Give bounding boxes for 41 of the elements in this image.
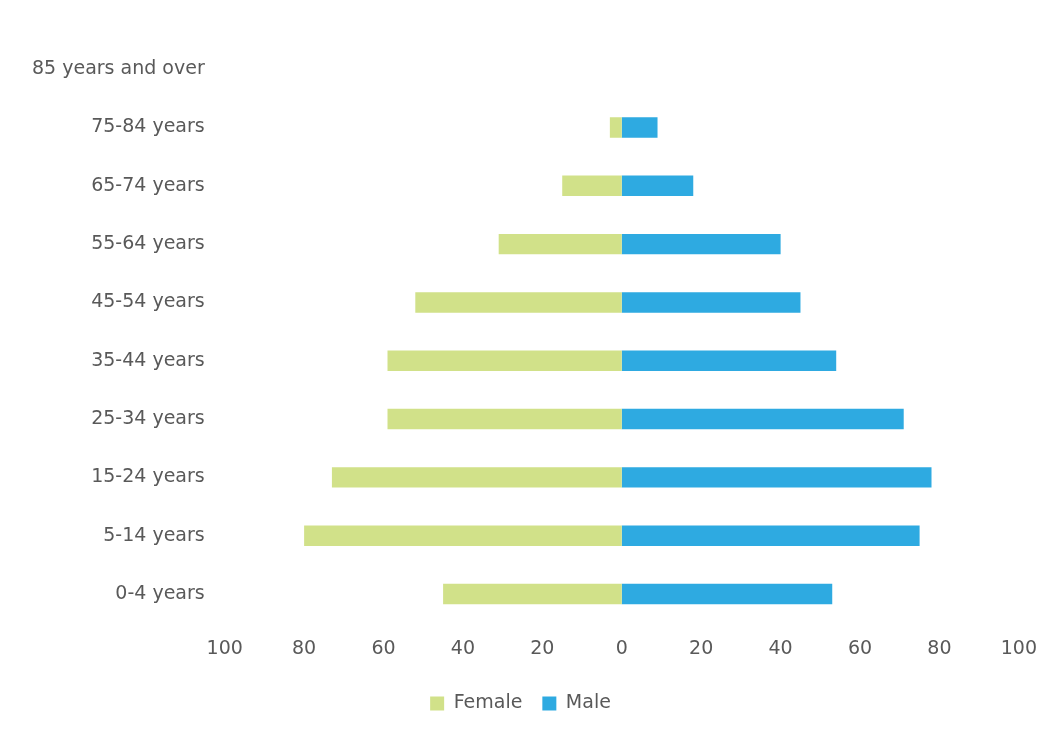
bar (415, 292, 622, 313)
bar (331, 467, 622, 488)
y-tick-label: 55-64 years (91, 231, 205, 254)
bar (621, 525, 920, 546)
x-tick-label: 80 (292, 635, 317, 658)
bar (621, 583, 833, 605)
bar (621, 175, 694, 197)
bar (387, 350, 622, 371)
bar (609, 117, 622, 138)
bar (621, 117, 658, 138)
legend-label: Male (565, 690, 611, 713)
x-tick-label: 40 (450, 635, 476, 658)
bar (387, 408, 622, 430)
bar (621, 350, 837, 371)
bar (562, 175, 622, 197)
y-tick-label: 85 years and over (31, 56, 205, 79)
x-tick-label: 20 (530, 635, 555, 658)
x-tick-label: 20 (689, 635, 714, 658)
x-tick-label: 80 (927, 635, 952, 658)
bar (621, 292, 801, 313)
y-tick-label: 45-54 years (91, 289, 205, 312)
x-tick-label: 100 (206, 635, 243, 658)
y-tick-label: 0-4 years (115, 580, 205, 603)
legend-label: Female (453, 690, 523, 713)
bar (443, 583, 622, 605)
y-tick-label: 15-24 years (91, 464, 205, 487)
y-tick-label: 25-34 years (91, 406, 205, 429)
x-tick-label: 60 (371, 635, 396, 658)
x-tick-label: 60 (847, 635, 873, 658)
y-tick-label: 65-74 years (91, 172, 205, 195)
bar (621, 233, 781, 255)
x-tick-label: 40 (768, 635, 793, 658)
y-tick-label: 75-84 years (91, 114, 205, 137)
bar (498, 233, 622, 255)
y-tick-label: 35-44 years (91, 347, 205, 370)
bar (621, 408, 904, 430)
y-tick-label: 5-14 years (103, 522, 205, 545)
x-tick-label: 100 (1000, 635, 1037, 658)
bar (304, 525, 622, 546)
bar (621, 467, 932, 488)
x-tick-label: 0 (615, 635, 628, 658)
